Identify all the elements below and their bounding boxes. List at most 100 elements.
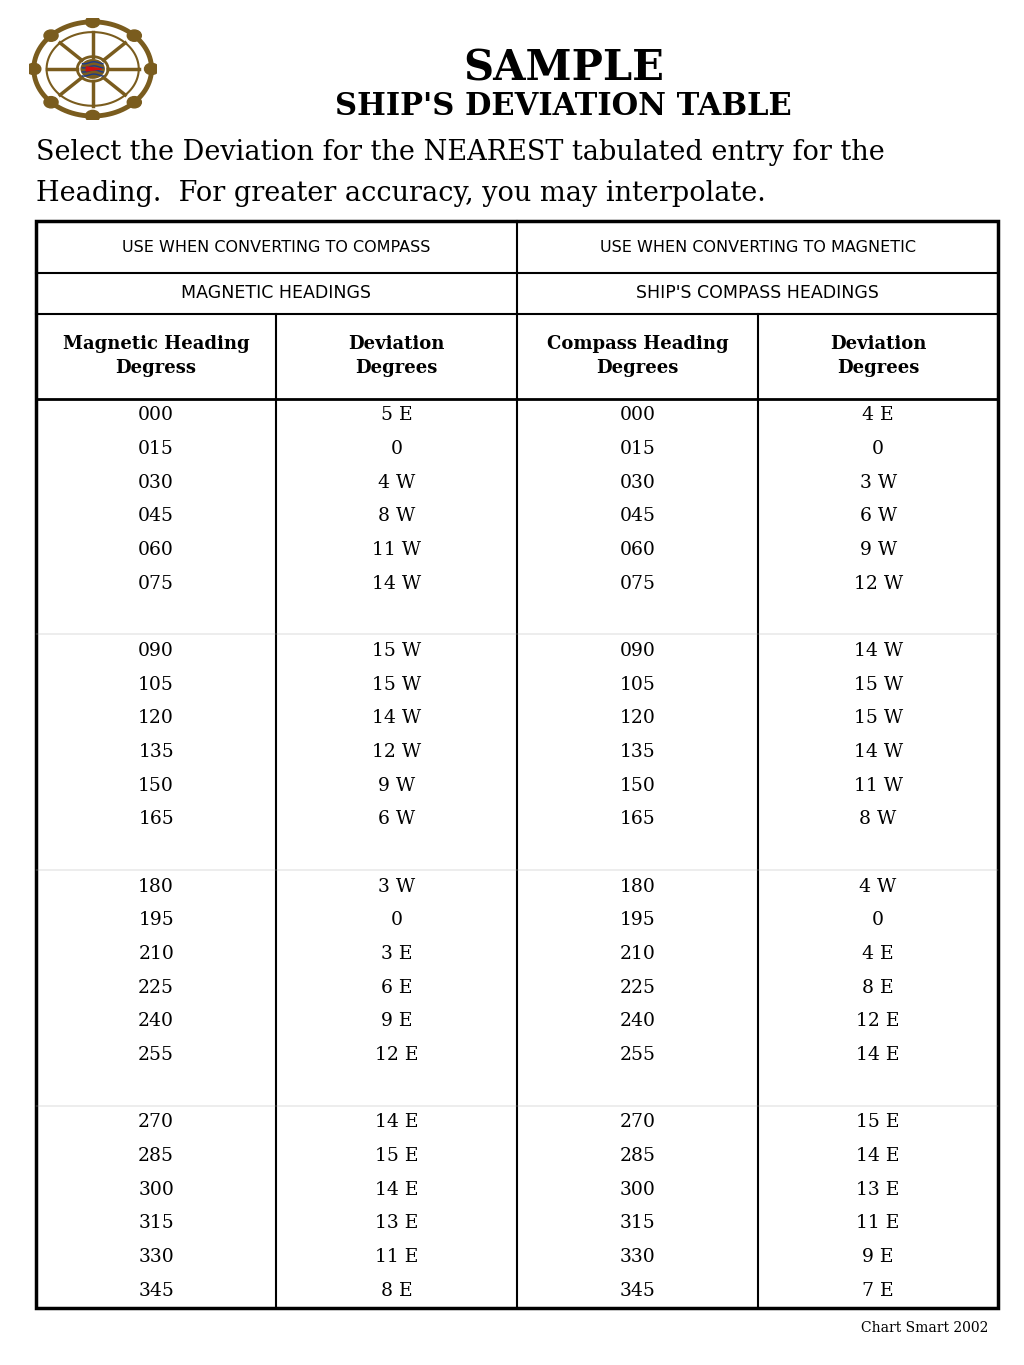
Text: 12 W: 12 W (854, 575, 902, 592)
Text: 165: 165 (620, 811, 655, 829)
Text: 6 W: 6 W (378, 811, 416, 829)
Text: 8 W: 8 W (378, 508, 416, 526)
Text: 12 W: 12 W (373, 743, 421, 762)
Text: 9 W: 9 W (859, 541, 897, 560)
Text: 210: 210 (138, 945, 174, 964)
Circle shape (127, 97, 141, 108)
Text: 060: 060 (620, 541, 655, 560)
Text: 15 W: 15 W (854, 676, 902, 693)
Text: 6 W: 6 W (859, 508, 897, 526)
Text: SHIP'S DEVIATION TABLE: SHIP'S DEVIATION TABLE (335, 91, 792, 123)
Text: 0: 0 (872, 440, 884, 459)
Text: 120: 120 (138, 710, 174, 728)
Text: 105: 105 (620, 676, 655, 693)
Text: 13 E: 13 E (375, 1215, 419, 1233)
Text: 090: 090 (620, 642, 655, 661)
Text: 180: 180 (138, 878, 174, 895)
Text: 345: 345 (138, 1282, 174, 1299)
Text: 14 W: 14 W (854, 743, 902, 762)
Text: 015: 015 (138, 440, 174, 459)
Text: 300: 300 (620, 1181, 655, 1198)
Text: 000: 000 (138, 407, 174, 425)
Text: 8 W: 8 W (859, 811, 897, 829)
Text: 5 E: 5 E (381, 407, 413, 425)
Text: 6 E: 6 E (381, 979, 413, 996)
Text: 240: 240 (620, 1013, 655, 1031)
Text: 270: 270 (620, 1114, 655, 1132)
Text: 14 W: 14 W (854, 642, 902, 661)
Text: 105: 105 (138, 676, 174, 693)
Circle shape (81, 60, 104, 78)
Circle shape (144, 63, 159, 75)
Text: 330: 330 (138, 1248, 174, 1267)
Text: 8 E: 8 E (862, 979, 894, 996)
Text: 0: 0 (872, 912, 884, 930)
Text: 14 E: 14 E (856, 1046, 900, 1065)
Text: MAGNETIC HEADINGS: MAGNETIC HEADINGS (181, 284, 372, 303)
Text: 13 E: 13 E (856, 1181, 900, 1198)
Text: 060: 060 (138, 541, 174, 560)
Text: 3 W: 3 W (859, 474, 897, 491)
Text: 180: 180 (620, 878, 655, 895)
Text: 255: 255 (620, 1046, 655, 1065)
Text: 255: 255 (138, 1046, 174, 1065)
Circle shape (127, 30, 141, 41)
Text: 045: 045 (620, 508, 655, 526)
Text: 135: 135 (620, 743, 655, 762)
Text: Deviation
Degrees: Deviation Degrees (348, 336, 445, 377)
Text: 12 E: 12 E (856, 1013, 900, 1031)
Text: 150: 150 (620, 777, 655, 794)
Text: 240: 240 (138, 1013, 174, 1031)
Text: 315: 315 (620, 1215, 655, 1233)
Text: 14 E: 14 E (375, 1181, 419, 1198)
Text: 195: 195 (620, 912, 655, 930)
Text: 15 W: 15 W (373, 642, 421, 661)
Text: 15 E: 15 E (375, 1147, 419, 1166)
Text: 9 E: 9 E (862, 1248, 894, 1267)
Text: 120: 120 (620, 710, 655, 728)
Circle shape (44, 30, 58, 41)
Circle shape (86, 111, 99, 121)
Text: 300: 300 (138, 1181, 174, 1198)
Text: 11 E: 11 E (856, 1215, 900, 1233)
Text: Magnetic Heading
Degress: Magnetic Heading Degress (62, 336, 250, 377)
Text: 225: 225 (138, 979, 174, 996)
Text: 14 W: 14 W (373, 710, 421, 728)
Text: 0: 0 (391, 440, 402, 459)
Text: 330: 330 (620, 1248, 655, 1267)
Text: 14 E: 14 E (856, 1147, 900, 1166)
Text: 4 E: 4 E (862, 945, 894, 964)
Text: 210: 210 (620, 945, 655, 964)
Text: 225: 225 (620, 979, 655, 996)
Text: Select the Deviation for the NEAREST tabulated entry for the: Select the Deviation for the NEAREST tab… (36, 139, 885, 167)
Text: 12 E: 12 E (375, 1046, 419, 1065)
Text: 14 E: 14 E (375, 1114, 419, 1132)
Text: 135: 135 (138, 743, 174, 762)
Text: Deviation
Degrees: Deviation Degrees (829, 336, 927, 377)
Text: 11 E: 11 E (375, 1248, 419, 1267)
Polygon shape (86, 67, 101, 71)
Text: 15 E: 15 E (856, 1114, 900, 1132)
Text: 150: 150 (138, 777, 174, 794)
Text: 4 W: 4 W (378, 474, 416, 491)
Circle shape (86, 16, 99, 27)
Text: 15 W: 15 W (373, 676, 421, 693)
Text: 11 W: 11 W (373, 541, 421, 560)
Text: 030: 030 (620, 474, 655, 491)
Text: Chart Smart 2002: Chart Smart 2002 (861, 1321, 988, 1335)
Text: 3 E: 3 E (381, 945, 413, 964)
Text: 3 W: 3 W (378, 878, 416, 895)
Text: 315: 315 (138, 1215, 174, 1233)
Text: 000: 000 (620, 407, 655, 425)
Text: 345: 345 (620, 1282, 655, 1299)
Text: 14 W: 14 W (373, 575, 421, 592)
Text: 8 E: 8 E (381, 1282, 413, 1299)
Text: 090: 090 (138, 642, 174, 661)
Text: 9 E: 9 E (381, 1013, 413, 1031)
Text: SHIP'S COMPASS HEADINGS: SHIP'S COMPASS HEADINGS (636, 284, 880, 303)
Text: 270: 270 (138, 1114, 174, 1132)
Text: Compass Heading
Degrees: Compass Heading Degrees (547, 336, 728, 377)
Text: 045: 045 (138, 508, 174, 526)
Text: Heading.  For greater accuracy, you may interpolate.: Heading. For greater accuracy, you may i… (36, 180, 766, 207)
Text: 165: 165 (138, 811, 174, 829)
